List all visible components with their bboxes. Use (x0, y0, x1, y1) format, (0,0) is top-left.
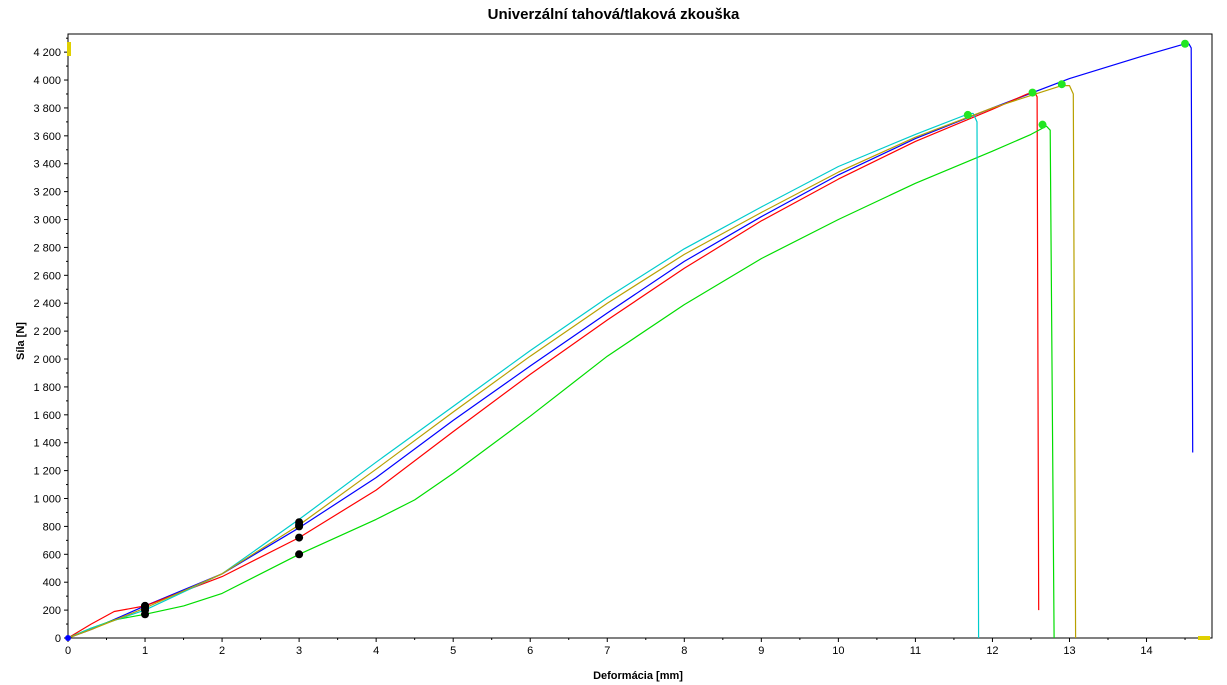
x-axis-cursor-marker (1198, 636, 1210, 640)
max-force-point (1181, 39, 1190, 48)
max-force-point (1028, 88, 1037, 97)
max-force-point (963, 110, 972, 119)
measurement-point (295, 533, 304, 542)
x-tick-label: 5 (450, 645, 456, 657)
y-tick-label: 2 800 (33, 242, 61, 254)
plot-frame (67, 33, 1213, 639)
x-tick-label: 7 (604, 645, 610, 657)
y-tick-label: 3 200 (33, 187, 61, 199)
x-tick-label: 6 (527, 645, 533, 657)
x-tick-label: 3 (296, 645, 302, 657)
y-tick-label: 1 800 (33, 382, 61, 394)
y-tick-label: 3 000 (33, 215, 61, 227)
measurement-point (295, 550, 304, 559)
x-tick-label: 2 (219, 645, 225, 657)
x-tick-label: 4 (373, 645, 379, 657)
y-tick-label: 1 000 (33, 494, 61, 506)
y-tick-label: 600 (43, 549, 61, 561)
x-tick-label: 12 (986, 645, 998, 657)
x-tick-label: 14 (1140, 645, 1152, 657)
y-axis-label: Síla [N] (15, 322, 27, 360)
y-tick-label: 2 000 (33, 354, 61, 366)
y-tick-label: 1 200 (33, 466, 61, 478)
y-tick-label: 3 800 (33, 103, 61, 115)
y-tick-label: 2 200 (33, 326, 61, 338)
x-tick-label: 8 (681, 645, 687, 657)
y-tick-label: 2 600 (33, 270, 61, 282)
x-axis-label: Deformácia [mm] (593, 670, 683, 682)
x-tick-label: 10 (832, 645, 844, 657)
y-tick-label: 3 400 (33, 159, 61, 171)
y-tick-label: 0 (55, 633, 61, 645)
x-tick-label: 1 (142, 645, 148, 657)
y-tick-label: 3 600 (33, 131, 61, 143)
chart-title: Univerzální tahová/tlaková zkouška (487, 6, 740, 23)
measurement-point (295, 521, 304, 530)
y-tick-label: 1 600 (33, 410, 61, 422)
x-tick-label: 0 (65, 645, 71, 657)
y-axis-cursor-marker (67, 42, 71, 56)
series-line-3 (67, 125, 1055, 639)
y-tick-label: 4 200 (33, 47, 61, 59)
measurement-point (141, 604, 150, 613)
y-tick-label: 400 (43, 577, 61, 589)
y-tick-label: 200 (43, 605, 61, 617)
max-force-point (1038, 120, 1047, 129)
x-tick-label: 11 (910, 645, 921, 657)
y-tick-label: 2 400 (33, 298, 61, 310)
max-force-point (1057, 80, 1066, 89)
y-tick-label: 800 (43, 521, 61, 533)
origin-point (65, 635, 71, 641)
x-tick-label: 13 (1063, 645, 1075, 657)
x-tick-label: 9 (758, 645, 764, 657)
y-tick-label: 1 400 (33, 438, 61, 450)
y-tick-label: 4 000 (33, 75, 61, 87)
